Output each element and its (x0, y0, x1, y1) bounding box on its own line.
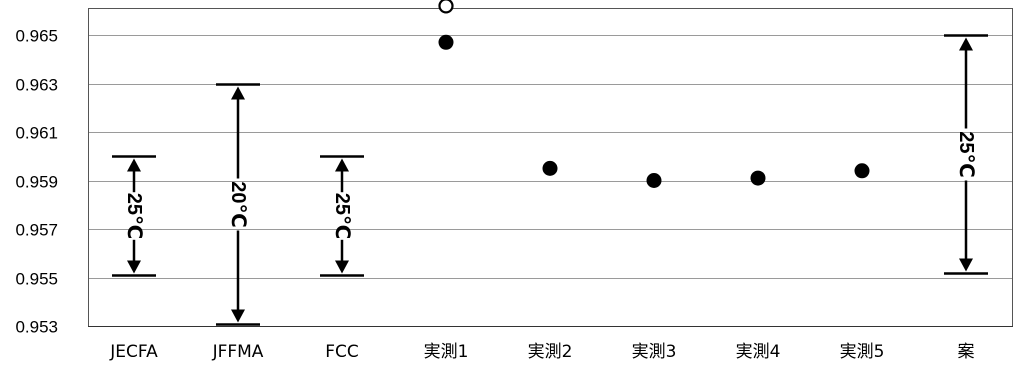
gridlines (88, 35, 1012, 279)
y-tick-label: 0.965 (15, 27, 58, 46)
arrow-down-icon (127, 260, 141, 274)
x-category-label: JECFA (109, 342, 158, 362)
filled-data-point (542, 160, 558, 176)
range-label: 25℃ (123, 193, 145, 239)
arrow-up-icon (335, 158, 349, 172)
arrow-down-icon (231, 309, 245, 323)
y-tick-label: 0.963 (15, 76, 58, 95)
x-category-label: 案 (958, 342, 975, 362)
arrow-up-icon (231, 86, 245, 100)
x-category-label: 実測5 (840, 342, 885, 362)
y-tick-label: 0.961 (15, 124, 58, 143)
y-tick-label: 0.953 (15, 318, 58, 337)
x-category-label: JFFMA (212, 342, 264, 362)
y-tick-label: 0.957 (15, 221, 58, 240)
x-category-label: 実測3 (632, 342, 677, 362)
y-tick-label: 0.959 (15, 173, 58, 192)
range-label: 25℃ (331, 193, 353, 239)
arrow-down-icon (959, 258, 973, 272)
y-tick-label: 0.955 (15, 270, 58, 289)
filled-data-point (438, 34, 454, 50)
arrow-up-icon (959, 37, 973, 51)
x-axis-category-labels: JECFA JFFMA FCC 実測1 実測2 実測3 実測4 実測5 案 (109, 342, 974, 362)
filled-data-point (750, 170, 766, 186)
x-category-label: 実測4 (736, 342, 781, 362)
range-bar: 25℃ (320, 155, 364, 277)
y-axis-tick-labels: 0.953 0.955 0.957 0.959 0.961 0.963 0.965 (15, 27, 58, 337)
x-category-label: 実測2 (528, 342, 573, 362)
axes (88, 8, 1013, 327)
filled-data-point (854, 163, 870, 179)
range-bar: 25℃ (944, 34, 988, 275)
arrow-down-icon (335, 260, 349, 274)
range-bars: 25℃ 20℃ 25℃ 25℃ (112, 34, 988, 326)
x-category-label: 実測1 (424, 342, 469, 362)
range-label: 25℃ (955, 131, 977, 177)
range-label: 20℃ (227, 181, 249, 227)
data-points (438, 0, 870, 188)
x-category-label: FCC (325, 342, 359, 362)
arrow-up-icon (127, 158, 141, 172)
open-data-point (438, 0, 454, 14)
range-bar: 20℃ (216, 83, 260, 326)
range-bar: 25℃ (112, 155, 156, 277)
filled-data-point (646, 173, 662, 188)
